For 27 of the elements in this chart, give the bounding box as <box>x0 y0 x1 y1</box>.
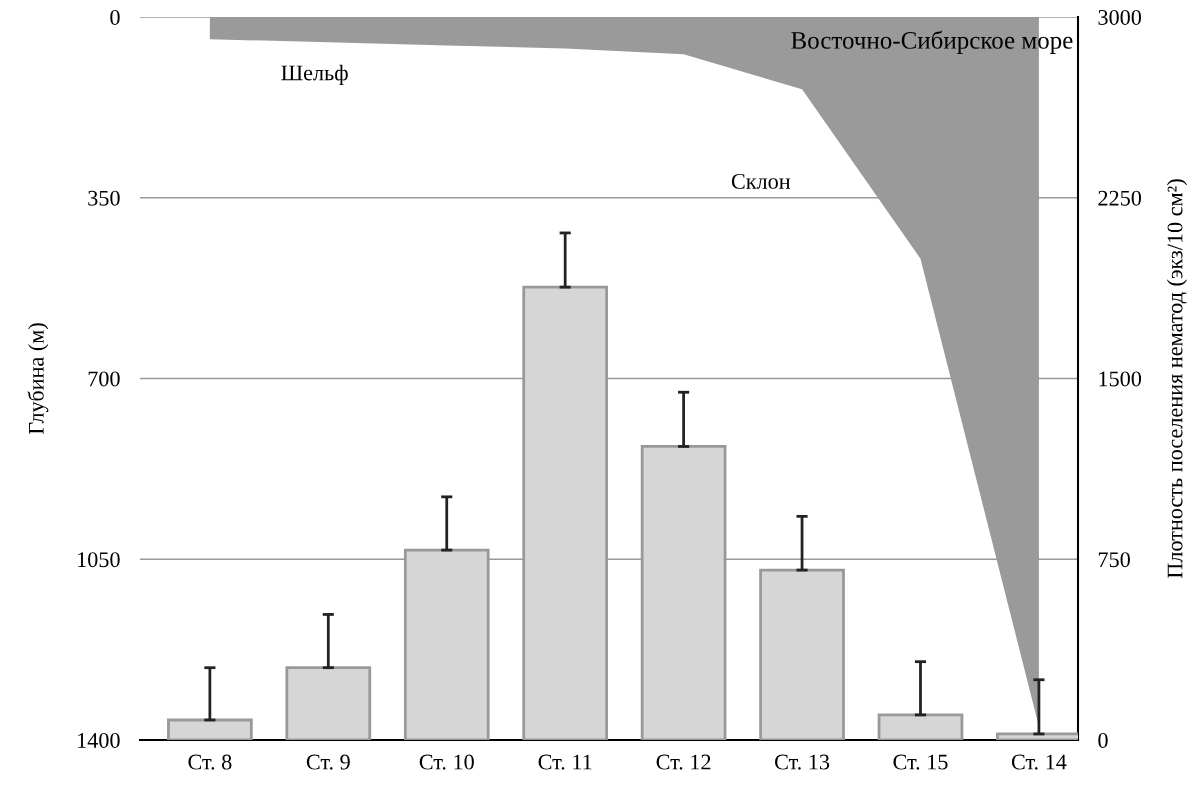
x-tick-label: Ст. 15 <box>893 754 948 770</box>
y-tick-label: 700 <box>88 371 120 387</box>
y2-tick-label: 2250 <box>1098 190 1142 206</box>
y2-tick-label: 1500 <box>1099 371 1142 387</box>
x-tick-label: Ст. 13 <box>775 754 830 770</box>
y-tick-label: 1050 <box>78 552 120 568</box>
x-tick-label: Ст. 8 <box>188 754 232 770</box>
annotation: Восточно-Сибирское море <box>791 30 1073 54</box>
y-axis-title: Глубина (м) <box>27 323 49 435</box>
y-tick-label: 1400 <box>78 732 120 748</box>
annotation: Шельф <box>281 64 348 85</box>
y-tick-label: 0 <box>110 9 120 25</box>
y2-axis-title: Плотность поселения нематод (экз/10 см²) <box>1166 179 1188 579</box>
bar <box>285 666 372 740</box>
annotation: Склон <box>731 173 791 189</box>
x-tick-label: Ст. 12 <box>656 754 711 770</box>
x-tick-label: Ст. 9 <box>306 754 350 770</box>
x-tick-label: Ст. 11 <box>538 754 592 770</box>
bar <box>877 713 964 740</box>
y-tick-label: 350 <box>88 190 120 206</box>
y2-tick-label: 3000 <box>1098 9 1142 25</box>
x-tick-label: Ст. 14 <box>1011 754 1067 770</box>
y2-tick-label: 0 <box>1098 732 1108 748</box>
bar <box>759 568 845 740</box>
y2-tick-label: 750 <box>1098 552 1130 568</box>
bar <box>167 718 253 740</box>
x-tick-label: Ст. 10 <box>419 754 474 770</box>
